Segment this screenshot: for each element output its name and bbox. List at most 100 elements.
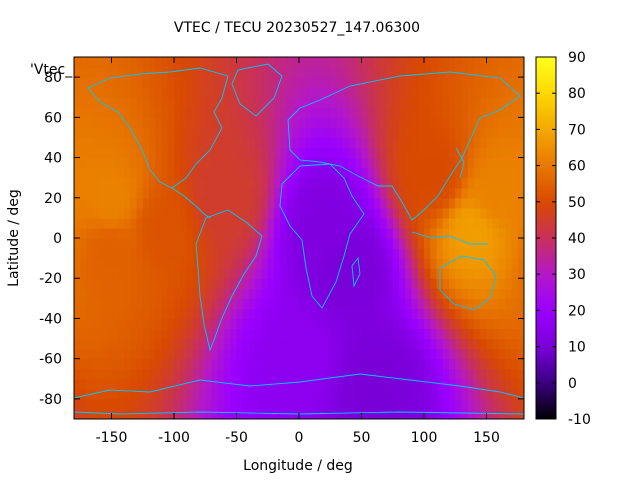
heatmap-cell (186, 157, 194, 169)
heatmap-cell (80, 57, 88, 68)
heatmap-cell (517, 258, 524, 269)
heatmap-cell (286, 227, 294, 239)
heatmap-cell (149, 157, 156, 169)
heatmap-cell (230, 398, 238, 410)
heatmap-cell (436, 318, 444, 330)
heatmap-cell (217, 408, 225, 419)
heatmap-cell (230, 338, 238, 350)
heatmap-cell (299, 87, 306, 98)
heatmap-cell (330, 248, 338, 259)
heatmap-cell (267, 147, 275, 159)
heatmap-cell (167, 348, 175, 360)
heatmap-cell (305, 187, 313, 199)
heatmap-cell (505, 268, 513, 279)
heatmap-cell (136, 157, 144, 169)
heatmap-cell (117, 388, 125, 400)
heatmap-cell (324, 258, 331, 269)
heatmap-cell (236, 408, 244, 419)
heatmap-cell (286, 167, 294, 179)
heatmap-cell (74, 167, 81, 179)
y-tick-label: -60 (39, 352, 62, 368)
heatmap-cell (161, 368, 169, 380)
heatmap-cell (267, 338, 275, 350)
heatmap-cell (192, 217, 200, 229)
heatmap-cell (92, 238, 100, 249)
heatmap-cell (230, 328, 238, 340)
heatmap-cell (367, 227, 375, 239)
heatmap-cell (274, 117, 281, 128)
heatmap-cell (280, 107, 288, 118)
heatmap-cell (449, 207, 456, 219)
heatmap-cell (124, 338, 131, 350)
heatmap-cell (405, 378, 413, 390)
heatmap-cell (480, 318, 488, 330)
heatmap-cell (342, 87, 350, 98)
heatmap-cell (505, 107, 513, 118)
heatmap-cell (217, 278, 225, 289)
heatmap-cell (417, 328, 425, 340)
heatmap-cell (424, 238, 431, 249)
heatmap-cell (149, 288, 156, 299)
heatmap-cell (317, 107, 325, 118)
heatmap-cell (424, 278, 431, 289)
heatmap-cell (367, 57, 375, 68)
heatmap-cell (342, 167, 350, 179)
heatmap-cell (317, 187, 325, 199)
heatmap-cell (467, 127, 475, 139)
heatmap-cell (249, 258, 256, 269)
heatmap-cell (405, 238, 413, 249)
heatmap-cell (161, 157, 169, 169)
heatmap-cell (461, 268, 469, 279)
heatmap-cell (455, 368, 463, 380)
heatmap-cell (386, 268, 394, 279)
heatmap-cell (467, 268, 475, 279)
heatmap-cell (349, 398, 356, 410)
heatmap-cell (130, 167, 138, 179)
heatmap-cell (517, 227, 524, 239)
heatmap-cell (330, 408, 338, 419)
heatmap-cell (442, 57, 450, 68)
heatmap-cell (261, 288, 269, 299)
heatmap-cell (417, 57, 425, 68)
heatmap-cell (105, 308, 113, 320)
heatmap-cell (186, 97, 194, 108)
heatmap-cell (417, 177, 425, 189)
heatmap-cell (492, 207, 500, 219)
heatmap-cell (317, 157, 325, 169)
heatmap-cell (442, 207, 450, 219)
heatmap-cell (442, 117, 450, 128)
heatmap-cell (411, 177, 419, 189)
heatmap-cell (436, 388, 444, 400)
heatmap-cell (311, 288, 319, 299)
heatmap-cell (480, 207, 488, 219)
heatmap-cell (411, 238, 419, 249)
heatmap-cell (311, 388, 319, 400)
heatmap-cell (224, 288, 231, 299)
heatmap-cell (161, 378, 169, 390)
heatmap-cell (305, 298, 313, 309)
heatmap-cell (499, 187, 506, 199)
heatmap-cell (105, 157, 113, 169)
heatmap-cell (192, 338, 200, 350)
heatmap-cell (105, 338, 113, 350)
heatmap-cell (74, 398, 81, 410)
heatmap-cell (480, 77, 488, 88)
heatmap-cell (505, 398, 513, 410)
heatmap-cell (474, 177, 481, 189)
heatmap-cell (486, 117, 494, 128)
heatmap-cell (411, 398, 419, 410)
heatmap-cell (330, 368, 338, 380)
heatmap-cell (105, 137, 113, 149)
heatmap-cell (124, 358, 131, 370)
heatmap-cell (511, 107, 519, 118)
heatmap-cell (436, 248, 444, 259)
heatmap-cell (174, 378, 181, 390)
heatmap-cell (380, 238, 388, 249)
heatmap-cell (180, 308, 188, 320)
heatmap-cell (430, 137, 438, 149)
heatmap-cell (336, 308, 344, 320)
heatmap-cell (349, 157, 356, 169)
heatmap-cell (349, 318, 356, 330)
heatmap-cell (449, 308, 456, 320)
heatmap-cell (455, 358, 463, 370)
